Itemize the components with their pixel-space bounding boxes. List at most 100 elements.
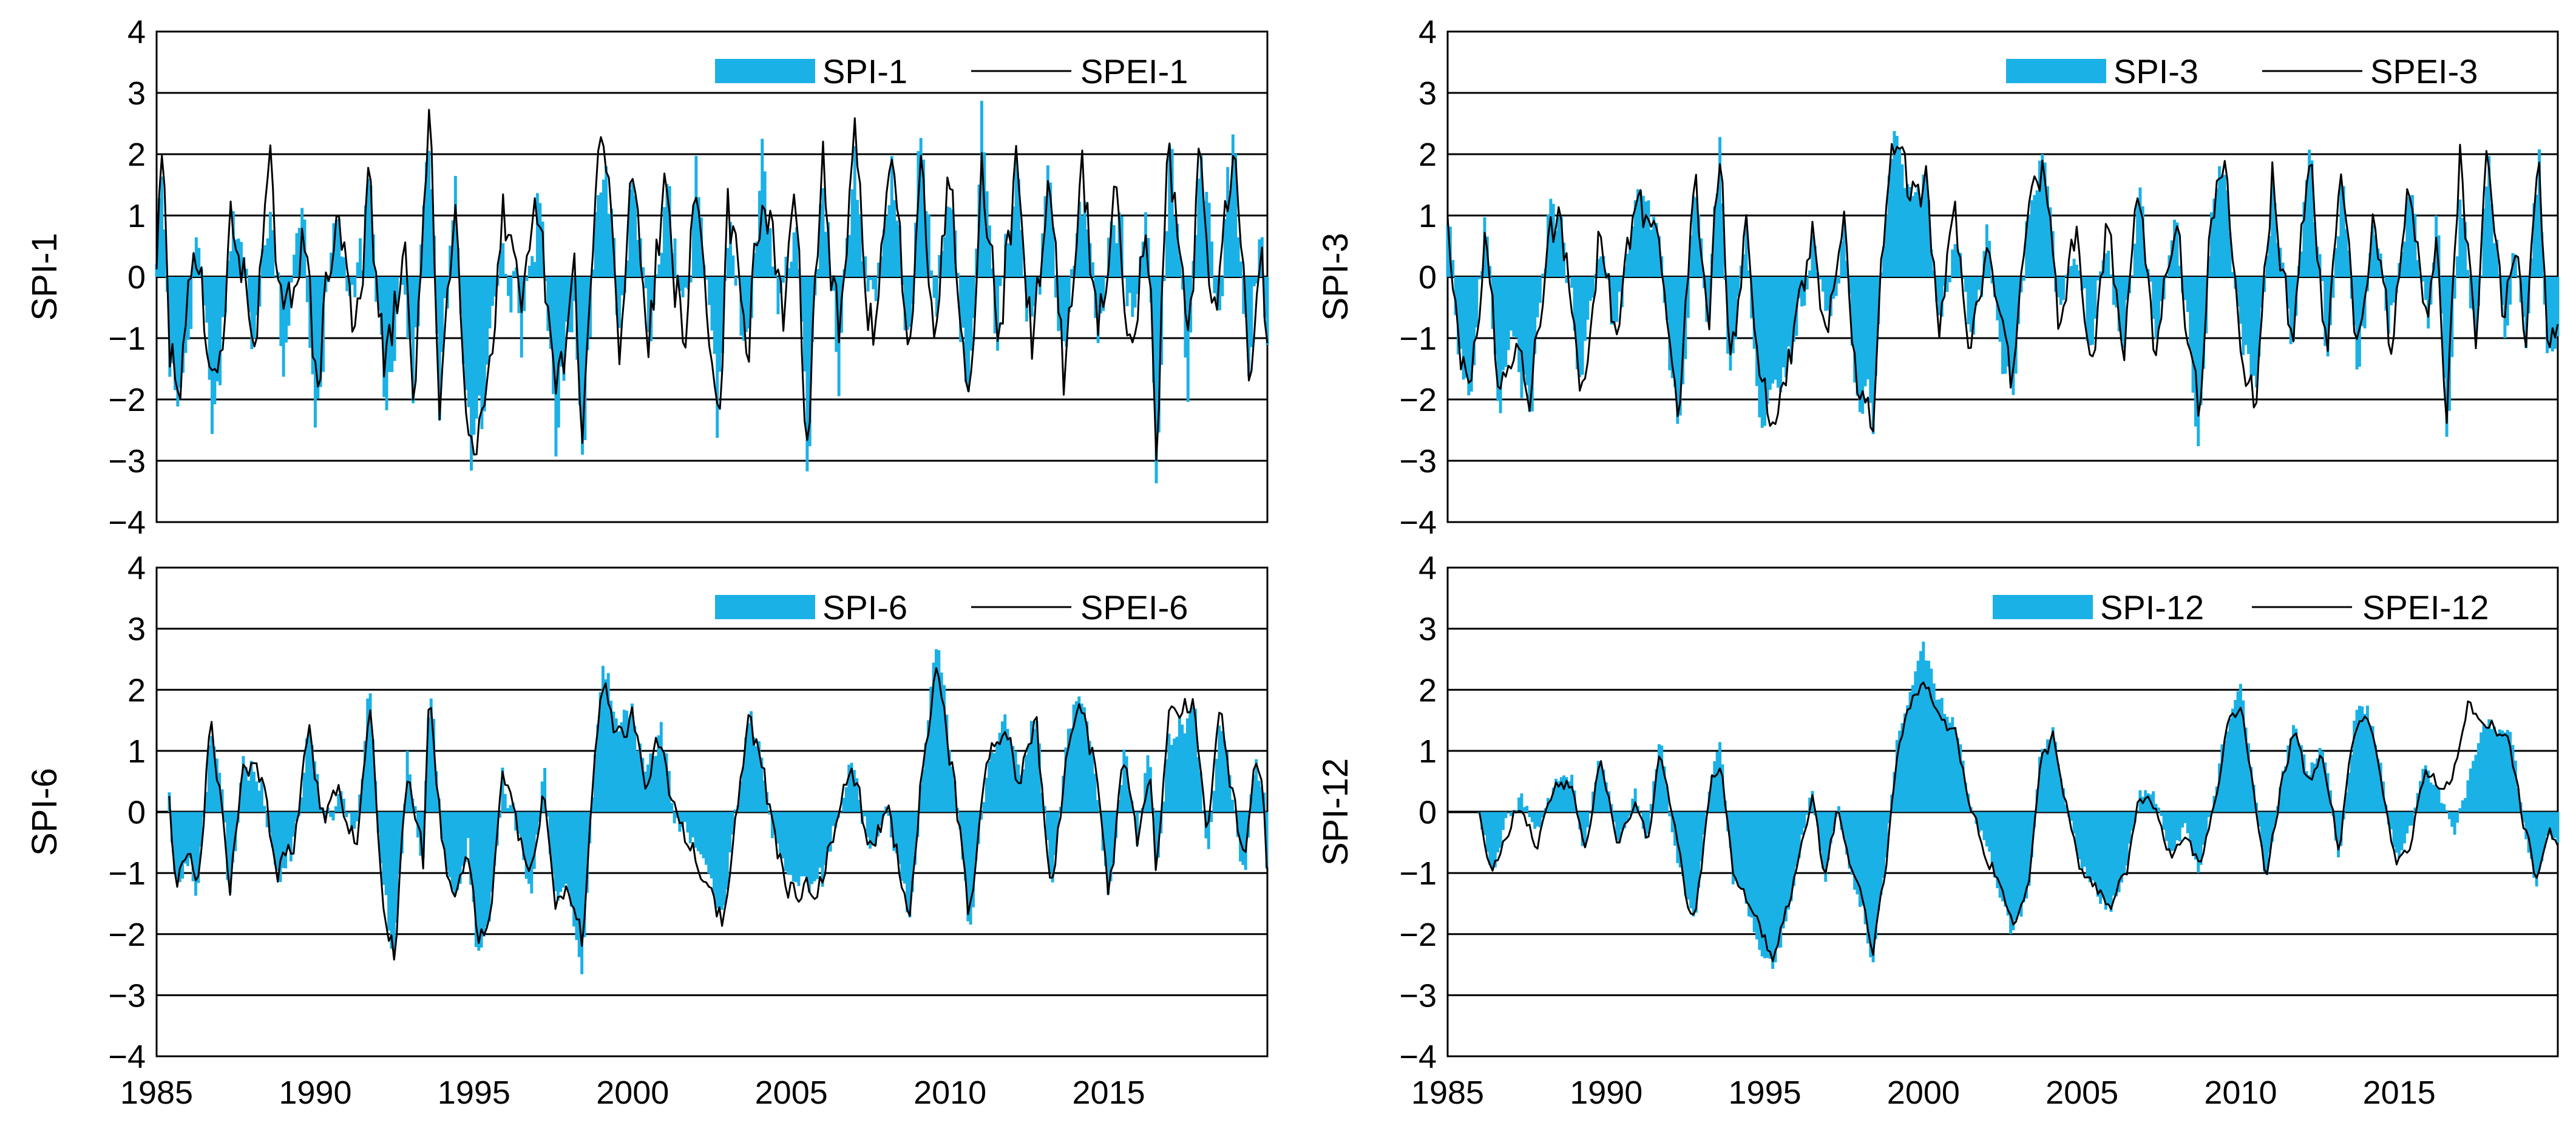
spi-bar [422,205,425,277]
spi-bar [285,277,288,343]
spi-bar [2271,182,2274,277]
spi-bar [1686,812,1690,900]
spi-bar [334,806,337,812]
spi-bar [2445,277,2449,437]
spi-bar [1850,812,1854,875]
spi-bar [1871,812,1875,963]
spi-bar [186,277,190,340]
spi-bar [2226,190,2229,277]
spi-bar [1059,277,1063,330]
spi-bar [313,761,317,812]
spi-bar [2120,277,2123,341]
spi-bar [475,277,478,419]
spi-bar [2532,203,2536,277]
spi-bar [271,812,274,848]
spi-bar [456,812,459,890]
spi-bar [242,756,245,812]
spi-bar [947,750,951,812]
spi-bar [2218,166,2222,277]
spi-bar [1202,201,1205,277]
legend-spi-swatch [715,595,815,619]
spi-bar [1937,699,1941,812]
spi-bar [816,269,819,277]
spi-bar [768,228,772,277]
spi-bar [464,812,467,863]
spi-bar [1615,812,1619,840]
spi-bar [1678,812,1682,868]
spi-bar [2556,277,2560,337]
spi-bar [2170,812,2174,851]
spi-bar [368,693,372,812]
spi-bar [808,277,812,447]
spi-bar [1091,748,1094,812]
spi-bar [943,236,946,277]
spi-bar [594,212,597,277]
spi-bar [2535,194,2538,277]
spi-bar [1882,246,1886,277]
spi-bar [427,717,430,812]
spi-bar [996,277,1000,351]
spi-bar [1165,231,1168,277]
spi-bar [2012,277,2015,395]
spi-bar [1465,277,1468,378]
spi-bar [1072,704,1076,812]
spi-bar [266,238,269,277]
spi-bar [2429,783,2433,812]
spi-bar [2123,277,2126,348]
spi-bar [1154,277,1158,484]
spi-bar [263,806,266,812]
spi-bar [2162,812,2166,830]
legend-spi-label: SPI-12 [2100,588,2204,626]
spi-bar [589,277,592,338]
spi-bar [2395,812,2398,853]
spi-bar [1665,786,1669,812]
spi-bar [2242,277,2245,355]
spi-bar [1573,277,1576,331]
spi-bar [441,277,444,353]
spi-bar [2286,745,2290,812]
spi-bar [1784,812,1788,922]
spi-bar [1625,253,1629,277]
spi-bar [239,783,243,812]
spi-bar [1244,812,1247,871]
spi-bar [2297,742,2300,812]
spi-bar [2088,812,2092,883]
spi-bar [992,753,996,812]
spi-bar [1565,277,1568,284]
spi-bar [602,179,605,277]
spi-bar [2215,786,2218,812]
y-tick-label: −3 [1399,977,1437,1014]
spi-bar [2554,277,2557,349]
spi-bar [1848,812,1851,869]
spi-bar [2006,812,2010,916]
spi-bar [1956,738,1959,812]
spi-bar [482,812,486,937]
spi-bar [1633,788,1637,812]
spi-bar [490,277,494,306]
spi-bar [382,812,385,885]
spi-bar [155,263,158,277]
spi-bar [1800,277,1804,307]
spi-bar [421,812,425,858]
spi-bar [369,185,373,277]
spi-bar [546,812,549,817]
spi-bar [655,274,658,277]
spi-bar [1477,277,1481,280]
spi-bar [726,248,730,277]
spi-bar [787,812,790,875]
y-tick-label: 2 [127,137,146,173]
spi-bar [549,277,552,349]
spi-bar [1879,812,1883,895]
spi-bar [2490,203,2493,277]
spi-bar [461,812,465,866]
spi-bar [1093,773,1097,812]
spi-bar [1633,200,1637,277]
spi-bar [229,251,232,277]
spi-bar [293,254,296,277]
spi-bar [1903,713,1907,812]
spi-bar [1562,775,1566,812]
spi-bar [937,650,941,812]
spi-bar [2014,812,2018,920]
spi-bar [1162,277,1166,282]
spi-bar [710,277,714,331]
